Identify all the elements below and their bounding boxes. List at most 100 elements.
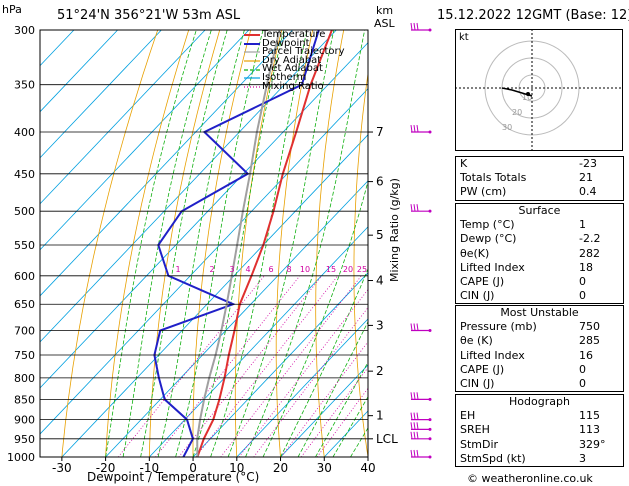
isotherm-line [40,30,162,159]
wind-barb-flag [413,323,416,331]
isotherm-line [40,88,368,435]
mixing-ratio-label: 1 [175,265,180,274]
wind-barb-flag [410,392,413,400]
index-label: CIN (J) [460,376,495,390]
legend-item: Isotherm [244,73,345,83]
pressure-tick-label: 300 [14,24,35,37]
legend-label: Wet Adiabat [262,63,323,75]
index-value: 115 [579,409,600,423]
wet-adiabat-line [297,320,368,457]
wind-barb-station [428,209,432,213]
x-tick-label: 30 [317,461,332,475]
pressure-tick-label: 1000 [7,451,35,464]
isotherm-line [40,30,337,343]
legend-swatch [244,86,260,88]
isotherm-line [40,30,118,113]
isotherm-line [40,30,206,205]
mixing-ratio-label: 4 [245,265,250,274]
height-tick-label: 2 [376,364,384,378]
index-row: Temp (°C) 1 [456,218,623,232]
wind-barb-flag [416,22,419,31]
index-label: θe(K) [460,246,490,260]
wind-barb-flag [413,449,416,458]
index-row: EH 115 [456,409,623,423]
mixing-ratio-label: 25 [357,265,367,274]
index-label: Temp (°C) [460,218,515,232]
wind-barb-station [428,28,432,32]
x-tick-label: -20 [96,461,116,475]
wind-barb-station [428,418,432,422]
wind-barb-station [428,329,432,333]
dry-adiabat-line [315,30,345,457]
wind-barb-flag [410,412,413,420]
isotherm-line [40,30,75,67]
wind-barb-station [428,397,432,401]
mixing-ratio-line [316,387,368,457]
height-tick-label: 6 [376,175,384,189]
pressure-tick-label: 950 [14,433,35,446]
wet-adiabat-line [315,361,368,457]
wind-barb-station [428,455,432,459]
legend-item: Mixing Ratio [244,81,345,92]
index-value: 282 [579,246,600,260]
index-value: 0 [579,362,586,376]
index-row: θe (K) 285 [456,334,623,348]
mixing-ratio-label: 2 [209,265,214,274]
dry-adiabat-line [427,30,456,457]
wet-adiabat-line [122,30,212,457]
legend-item: Temperature [244,30,345,40]
x-tick-label: 20 [273,461,288,475]
index-value: -23 [579,157,597,170]
pressure-tick-label: 800 [14,372,35,385]
index-value: 16 [579,348,593,362]
wet-adiabat-line [175,30,264,457]
wind-barb-flag [416,124,419,133]
wind-barb-flag [410,422,413,430]
legend-item: Dewpoint [244,38,345,49]
wind-barb-flag [413,204,416,212]
isotherm-line [40,30,293,297]
index-value: 285 [579,334,600,348]
hodograph-index-title: Hodograph [509,395,570,408]
wind-barb-flag [410,124,413,133]
pressure-tick-label: 500 [14,205,35,218]
wet-adiabat-line [157,30,245,457]
index-label: SREH [460,423,490,437]
wind-barb-flag [416,412,419,420]
dry-adiabat-line [353,70,368,457]
index-row: CAPE (J) 0 [456,363,623,377]
hodograph-index-box: Hodograph EH 115 SREH 113 StmDir 329° StmSpd (… [455,394,624,467]
index-value: 750 [579,320,600,334]
wet-adiabat-line [332,395,368,457]
km-label: km [376,4,394,17]
copyright: © weatheronline.co.uk [467,472,593,485]
legend-swatch [244,34,260,37]
wind-barb-flag [410,204,413,212]
mixing-ratio-label: 3 [229,265,234,274]
mixing-ratio-line [300,366,368,457]
index-label: Pressure (mb) [460,320,537,334]
index-label: PW (cm) [460,185,507,199]
legend-label: Parcel Trajectory [262,46,345,58]
index-value: 0 [579,376,586,390]
wind-barb-flag [413,431,416,439]
height-tick-label: 1 [376,409,384,423]
wind-barb-flag [413,22,416,31]
wind-barb-flag [410,449,413,458]
wet-adiabat-line [140,30,228,457]
wet-adiabat-line [105,30,197,457]
location-title: 51°24'N 356°21'W 53m ASL [57,8,241,23]
index-row: StmDir 329° [456,438,623,452]
pressure-tick-label: 450 [14,168,35,181]
index-label: Dewp (°C) [460,232,517,246]
storm-motion-marker [526,92,530,96]
mixing-ratio-line [253,306,368,457]
index-label: θe (K) [460,334,493,348]
pressure-tick-label: 650 [14,298,35,311]
wind-barb-station [428,437,432,441]
index-value: 329° [579,437,606,451]
index-row: CIN (J) 0 [456,377,623,391]
height-tick-label: 7 [376,125,384,139]
height-tick-label: 3 [376,318,384,332]
height-tick-label: LCL [376,432,398,446]
